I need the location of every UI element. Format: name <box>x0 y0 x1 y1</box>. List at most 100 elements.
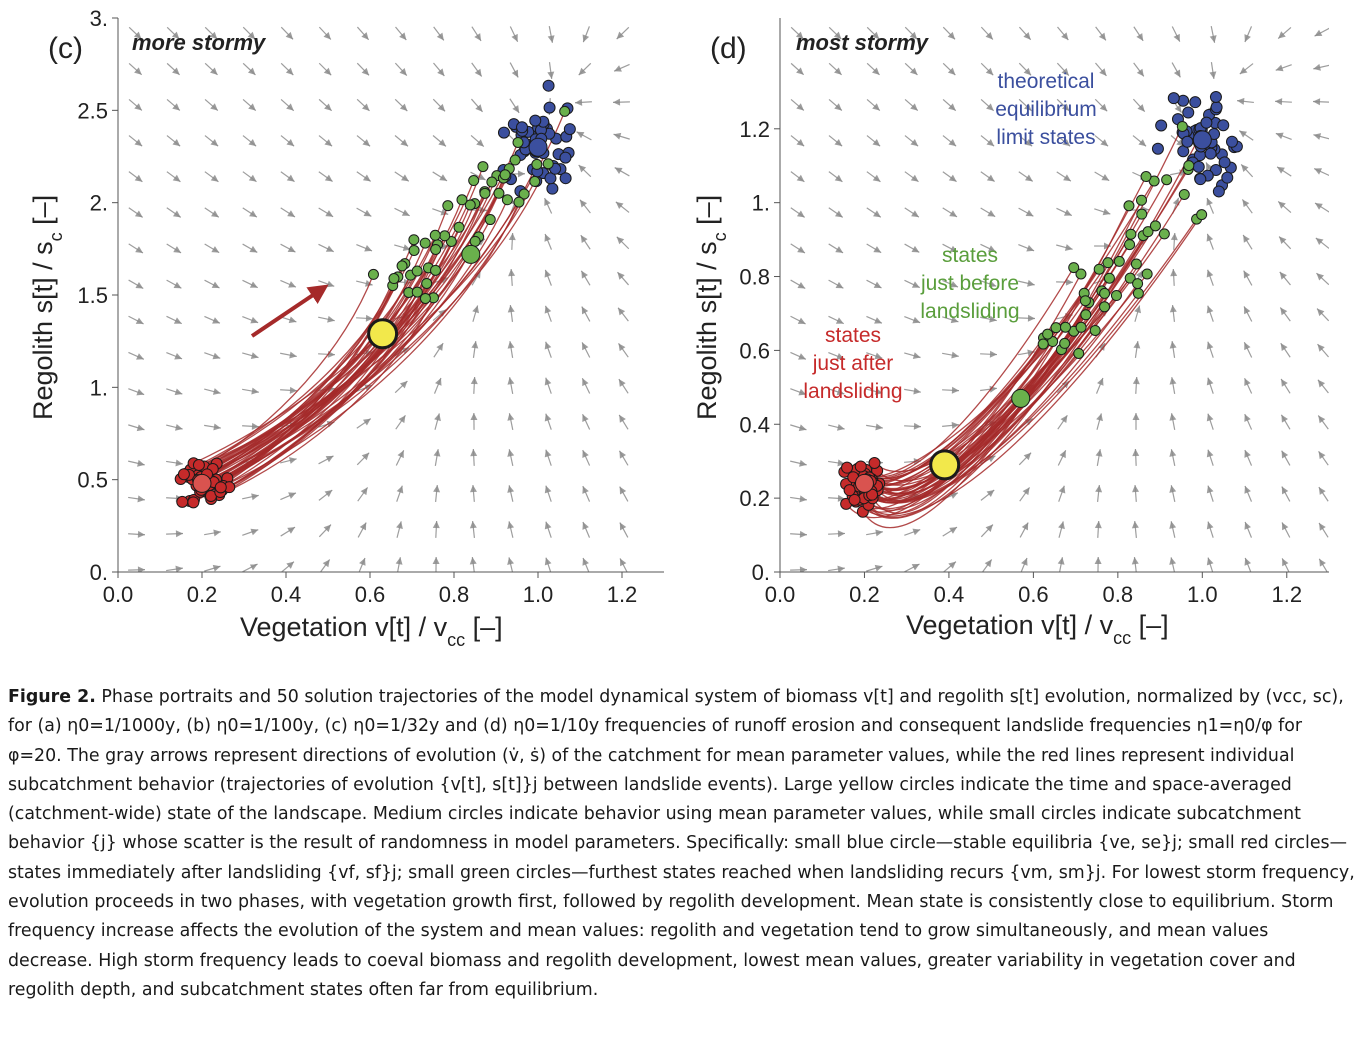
y-tick-label: 2.5 <box>77 98 108 123</box>
state-before-landslide <box>479 187 491 199</box>
equilibrium-point <box>1209 164 1222 177</box>
phase-portrait-panel-c: 0.0 0.2 0.4 0.6 0.8 1.0 1.2 0. 0.5 1. 1.5 2. 2.5 3. (… <box>28 6 664 650</box>
state-before-landslide <box>559 105 571 117</box>
equilibrium-point <box>1192 160 1205 173</box>
state-after-landslide <box>187 496 200 509</box>
state-after-landslide <box>868 457 881 470</box>
y-tick-label: 0.5 <box>77 468 108 493</box>
trajectory-line <box>867 179 1168 495</box>
catchment-mean-state <box>367 318 399 350</box>
state-before-landslide <box>453 221 465 233</box>
y-tick-label: 0.2 <box>739 486 770 511</box>
state-before-landslide <box>529 175 541 187</box>
state-after-landslide <box>177 468 190 481</box>
state-before-landslide <box>1124 272 1136 284</box>
equilibrium-point <box>1221 171 1234 184</box>
equilibrium-point <box>1218 156 1231 169</box>
y-tick-label: 0.8 <box>739 265 770 290</box>
state-before-landslide <box>1080 309 1092 321</box>
trajectory-line <box>197 174 506 481</box>
state-before-landslide <box>1075 268 1087 280</box>
x-tick-label: 1.0 <box>1187 582 1218 607</box>
state-before-landslide <box>1183 160 1195 172</box>
equilibrium-point <box>1225 135 1238 148</box>
equilibrium-point <box>1210 101 1223 114</box>
state-before-landslide <box>1102 257 1114 269</box>
state-before-landslide <box>1068 262 1080 274</box>
mean-equilibrium-point <box>528 137 548 157</box>
state-before-landslide <box>1140 171 1152 183</box>
x-tick-label: 0.8 <box>439 582 470 607</box>
equilibrium-point <box>1155 119 1168 132</box>
state-before-landslide <box>1135 194 1147 206</box>
x-tick-label: 0.4 <box>271 582 302 607</box>
annotation-label: states just after landsliding <box>803 324 902 403</box>
state-before-landslide <box>367 268 379 280</box>
state-before-landslide <box>1178 188 1190 200</box>
panel-letter: (c) <box>48 32 83 65</box>
y-axis-label: Regolith s[t] / sc [–] <box>28 195 66 420</box>
vector-field-arrows <box>128 26 630 572</box>
state-before-landslide <box>1176 120 1188 132</box>
state-after-landslide <box>854 460 867 473</box>
state-before-landslide <box>1075 321 1087 333</box>
state-before-landslide <box>513 196 525 208</box>
y-tick-label: 2. <box>90 191 108 216</box>
x-tick-label: 0.0 <box>103 582 134 607</box>
y-tick-label: 0.4 <box>739 412 770 437</box>
state-before-landslide <box>1059 321 1071 333</box>
state-before-landslide <box>396 260 408 272</box>
state-before-landslide <box>429 229 441 241</box>
state-before-landslide <box>442 200 454 212</box>
y-tick-label: 0. <box>90 560 108 585</box>
direction-arrow <box>250 284 329 338</box>
state-after-landslide <box>848 493 861 506</box>
x-tick-label: 0.2 <box>187 582 218 607</box>
state-before-landslide <box>411 265 423 277</box>
equilibrium-point <box>497 126 510 139</box>
mean-equilibrium-point <box>1192 130 1212 150</box>
x-axis-label: Vegetation v[t] / vcc [–] <box>906 610 1169 648</box>
equilibrium-point <box>1194 173 1207 186</box>
trajectory-line <box>866 330 1075 485</box>
state-before-landslide <box>1093 263 1105 275</box>
state-before-landslide <box>1149 220 1161 232</box>
panel-regime-label: most stormy <box>796 30 930 55</box>
state-before-landslide <box>493 187 505 199</box>
mean-state-before-landslide <box>461 244 481 264</box>
state-before-landslide <box>499 169 511 181</box>
state-before-landslide <box>1125 228 1137 240</box>
y-tick-label: 0.6 <box>739 338 770 363</box>
annotation-label: states just before landsliding <box>920 244 1020 323</box>
state-before-landslide <box>419 237 431 249</box>
y-tick-label: 1.2 <box>739 117 770 142</box>
state-before-landslide <box>1196 209 1208 221</box>
y-tick-label: 1. <box>752 191 770 216</box>
state-markers <box>174 79 576 509</box>
trajectory-line <box>193 181 493 464</box>
state-before-landslide <box>464 199 476 211</box>
x-tick-label: 0.6 <box>1018 582 1049 607</box>
mean-state-after-landslide <box>192 473 212 493</box>
trajectory-line <box>206 175 498 488</box>
equilibrium-point <box>544 172 557 185</box>
state-after-landslide <box>840 461 853 474</box>
equilibrium-point <box>1212 185 1225 198</box>
trajectory-line <box>200 241 476 491</box>
x-tick-label: 0.6 <box>355 582 386 607</box>
state-before-landslide <box>468 175 480 187</box>
equilibrium-point <box>542 79 555 92</box>
trajectory-line <box>863 263 1137 511</box>
state-before-landslide <box>1161 174 1173 186</box>
state-before-landslide <box>1089 324 1101 336</box>
state-before-landslide <box>1037 338 1049 350</box>
trajectory-line <box>859 213 1143 510</box>
equilibrium-point <box>1189 96 1202 109</box>
equilibrium-point <box>546 182 559 195</box>
x-tick-label: 0.0 <box>765 582 796 607</box>
state-before-landslide <box>1132 278 1144 290</box>
equilibrium-point <box>543 101 556 114</box>
trajectory-line <box>861 126 1183 519</box>
equilibrium-point <box>529 114 542 127</box>
y-tick-label: 1.5 <box>77 283 108 308</box>
